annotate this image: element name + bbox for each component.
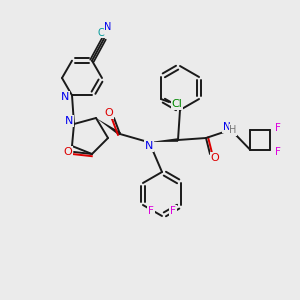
Text: N: N [145, 141, 153, 151]
Text: N: N [104, 22, 112, 32]
Text: H: H [229, 125, 237, 135]
Text: O: O [64, 147, 72, 157]
Text: N: N [223, 122, 231, 132]
Text: F: F [170, 206, 176, 216]
Text: Cl: Cl [172, 99, 182, 109]
Text: O: O [211, 153, 219, 163]
Text: F: F [148, 206, 154, 216]
Polygon shape [150, 138, 178, 142]
Text: C: C [98, 28, 104, 38]
Text: N: N [61, 92, 69, 102]
Text: N: N [65, 116, 73, 126]
Text: O: O [105, 108, 113, 118]
Text: F: F [275, 123, 281, 133]
Polygon shape [96, 118, 121, 136]
Text: F: F [275, 147, 281, 157]
